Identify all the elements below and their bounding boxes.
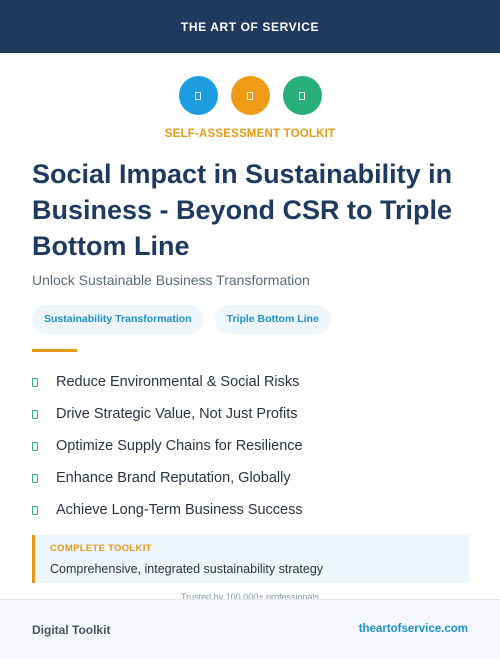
icon-row [0,76,500,115]
benefit-label: Achieve Long-Term Business Success [56,502,303,518]
benefit-label: Enhance Brand Reputation, Globally [56,470,291,486]
tag-list: Sustainability Transformation Triple Bot… [32,305,331,334]
subtitle: Unlock Sustainable Business Transformati… [32,272,310,288]
benefit-label: Optimize Supply Chains for Resilience [56,438,303,454]
document-glyph-icon [195,91,201,100]
footer-product-label: Digital Toolkit [32,623,111,637]
benefit-list: Reduce Environmental & Social Risks Driv… [32,366,303,526]
page-title: Social Impact in Sustainability in Busin… [32,159,453,261]
check-icon [32,473,38,483]
benefit-item: Drive Strategic Value, Not Just Profits [32,398,303,430]
accent-divider [32,349,77,352]
benefit-item: Reduce Environmental & Social Risks [32,366,303,398]
check-icon [32,505,38,515]
top-banner: THE ART OF SERVICE [0,0,500,53]
website-link[interactable]: theartofservice.com [358,623,468,635]
document-glyph-icon [299,91,305,100]
benefit-label: Reduce Environmental & Social Risks [56,374,300,390]
trusted-note: Trusted by 100,000+ professionals [180,592,319,602]
check-icon [32,441,38,451]
tag-triple-bottom-line: Triple Bottom Line [214,305,331,334]
doc-icon-orange [230,76,270,115]
benefit-item: Enhance Brand Reputation, Globally [32,462,303,494]
document-glyph-icon [247,91,253,100]
check-icon [32,377,38,387]
benefit-item: Optimize Supply Chains for Resilience [32,430,303,462]
callout-kicker: COMPLETE TOOLKIT [50,543,152,554]
tag-sustainability-transformation: Sustainability Transformation [32,305,204,334]
check-icon [32,409,38,419]
brand-name: THE ART OF SERVICE [180,19,320,34]
eyebrow-label: SELF-ASSESSMENT TOOLKIT [164,128,336,140]
benefit-label: Drive Strategic Value, Not Just Profits [56,406,298,422]
doc-icon-green [282,76,322,115]
toolkit-callout: COMPLETE TOOLKIT Comprehensive, integrat… [32,535,469,583]
benefit-item: Achieve Long-Term Business Success [32,494,303,526]
doc-icon-blue [178,76,218,115]
callout-text: Comprehensive, integrated sustainability… [50,562,324,576]
footer-bar: Digital Toolkit theartofservice.com [0,599,500,659]
